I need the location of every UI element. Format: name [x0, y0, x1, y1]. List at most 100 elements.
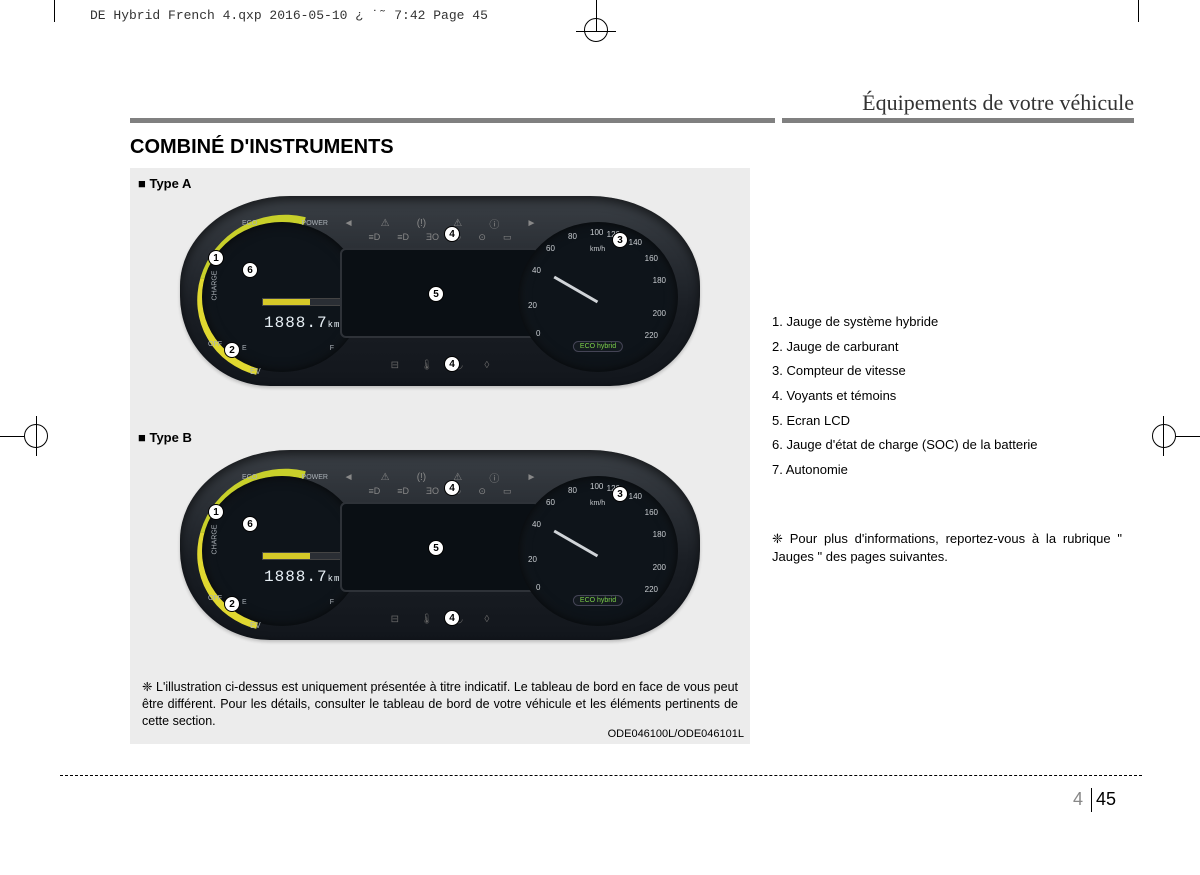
odometer-readout: 1888.7km — [264, 568, 340, 586]
turn-right-icon: ► — [526, 218, 536, 229]
engine-icon: ◊ — [484, 614, 489, 628]
charge-label: CHARGE — [211, 525, 218, 555]
limit-icon: ▭ — [503, 486, 512, 497]
callout-5: 5 — [428, 286, 444, 302]
eco-label: ECO — [242, 474, 257, 481]
tick: 140 — [629, 238, 642, 247]
figure-note: ❈ L'illustration ci-dessus est uniquemen… — [142, 679, 738, 730]
legend-note: ❈ Pour plus d'informations, reportez-vou… — [772, 530, 1122, 566]
tick: 180 — [653, 276, 666, 285]
callout-4: 4 — [444, 226, 460, 242]
highbeam-icon: ≡D — [397, 486, 409, 496]
tick: 160 — [645, 254, 658, 263]
headlight-icon: ≡D — [368, 232, 380, 242]
turn-left-icon: ◄ — [344, 218, 354, 229]
tpms-icon: (!) — [417, 218, 426, 229]
crop-filename: DE Hybrid French 4.qxp 2016-05-10 ¿ ˙˜ 7… — [90, 8, 488, 23]
chapter-title: Équipements de votre véhicule — [130, 90, 1134, 116]
odometer-readout: 1888.7km — [264, 314, 340, 332]
tick: 100 — [590, 482, 603, 491]
tick: 180 — [653, 530, 666, 539]
callout-4b: 4 — [444, 356, 460, 372]
callout-5: 5 — [428, 540, 444, 556]
tick: 220 — [645, 331, 658, 340]
foglight-icon: ƎO — [426, 232, 439, 242]
header-rule-gap — [775, 113, 782, 123]
legend-item: 2. Jauge de carburant — [772, 335, 1122, 360]
crop-mark — [54, 0, 55, 22]
battery-icon: ⊟ — [391, 360, 399, 374]
turn-left-icon: ◄ — [344, 472, 354, 483]
callout-1: 1 — [208, 504, 224, 520]
warning-icon: ⚠ — [381, 472, 390, 483]
crop-mark — [1152, 424, 1176, 448]
page-header: Équipements de votre véhicule — [130, 90, 1134, 123]
tick: 20 — [528, 301, 537, 310]
warning-icon-row-2: ≡D ≡D ƎO ○ ⊙ ▭ — [360, 230, 520, 244]
type-a-label: ■ Type A — [138, 176, 191, 191]
highbeam-icon: ≡D — [397, 232, 409, 242]
tpms-icon: (!) — [417, 472, 426, 483]
callout-4: 4 — [444, 480, 460, 496]
fuel-e: E — [242, 599, 247, 606]
speedometer: 0 20 40 60 80 100 120 140 160 180 200 22… — [518, 222, 678, 372]
speedometer: 0 20 40 60 80 100 120 140 160 180 200 22… — [518, 476, 678, 626]
engine-icon: ◊ — [484, 360, 489, 374]
callout-1: 1 — [208, 250, 224, 266]
info-icon: ⓘ — [489, 470, 499, 485]
callout-4b: 4 — [444, 610, 460, 626]
callout-2: 2 — [224, 342, 240, 358]
info-icon: ⓘ — [489, 216, 499, 231]
charge-label: CHARGE — [211, 271, 218, 301]
crop-mark — [0, 436, 24, 437]
tick: 20 — [528, 555, 537, 564]
tick: 60 — [546, 244, 555, 253]
cruise-icon: ⊙ — [478, 232, 486, 243]
page-number: 445 — [1073, 788, 1116, 812]
fuel-f: F — [330, 599, 334, 606]
warning-icon: ⚠ — [381, 218, 390, 229]
legend-item: 1. Jauge de système hybride — [772, 310, 1122, 335]
type-b-label: ■ Type B — [138, 430, 192, 445]
speed-unit: km/h — [590, 500, 605, 507]
power-label: POWER — [302, 474, 328, 481]
temp-icon: 🌡 — [420, 360, 433, 374]
instrument-cluster-type-a: ◄ ⚠ (!) ⚠ ⓘ ► ≡D ≡D ƎO ○ ⊙ ▭ CHARGE ECO … — [180, 196, 700, 386]
tick: 0 — [536, 583, 540, 592]
temp-icon: 🌡 — [420, 614, 433, 628]
tick: 40 — [532, 520, 541, 529]
page-divider — [1091, 788, 1092, 812]
callout-3: 3 — [612, 486, 628, 502]
tick: 160 — [645, 508, 658, 517]
legend-list: 1. Jauge de système hybride 2. Jauge de … — [772, 310, 1122, 483]
off-label: OFF — [208, 595, 222, 602]
header-rule — [130, 118, 1134, 123]
tick: 0 — [536, 329, 540, 338]
tick: 220 — [645, 585, 658, 594]
crop-mark — [1163, 416, 1164, 456]
power-label: POWER — [302, 220, 328, 227]
instrument-cluster-type-b: ◄ ⚠ (!) ⚠ ⓘ ► ≡D ≡D ƎO ○ ⊙ ▭ CHARGE ECO … — [180, 450, 700, 640]
turn-right-icon: ► — [526, 472, 536, 483]
callout-6: 6 — [242, 516, 258, 532]
figure-panel: ■ Type A ■ Type B ◄ ⚠ (!) ⚠ ⓘ ► ≡D ≡D ƎO… — [130, 168, 750, 744]
eco-label: ECO — [242, 220, 257, 227]
bottom-warning-row: ⊟ 🌡 ◡ ◊ — [380, 614, 500, 628]
tick: 100 — [590, 228, 603, 237]
callout-3: 3 — [612, 232, 628, 248]
battery-icon: ⊟ — [391, 614, 399, 628]
section-title: COMBINÉ D'INSTRUMENTS — [130, 136, 394, 159]
chapter-number: 4 — [1073, 789, 1083, 809]
crop-mark — [584, 18, 608, 42]
callout-2: 2 — [224, 596, 240, 612]
footer-dashed-rule — [60, 775, 1142, 776]
legend-item: 4. Voyants et témoins — [772, 384, 1122, 409]
tick: 40 — [532, 266, 541, 275]
crop-mark — [36, 416, 37, 456]
off-label: OFF — [208, 341, 222, 348]
tick: 80 — [568, 486, 577, 495]
legend-item: 6. Jauge d'état de charge (SOC) de la ba… — [772, 433, 1122, 458]
tick: 200 — [653, 563, 666, 572]
ev-label: EV — [250, 621, 261, 630]
cruise-icon: ⊙ — [478, 486, 486, 497]
